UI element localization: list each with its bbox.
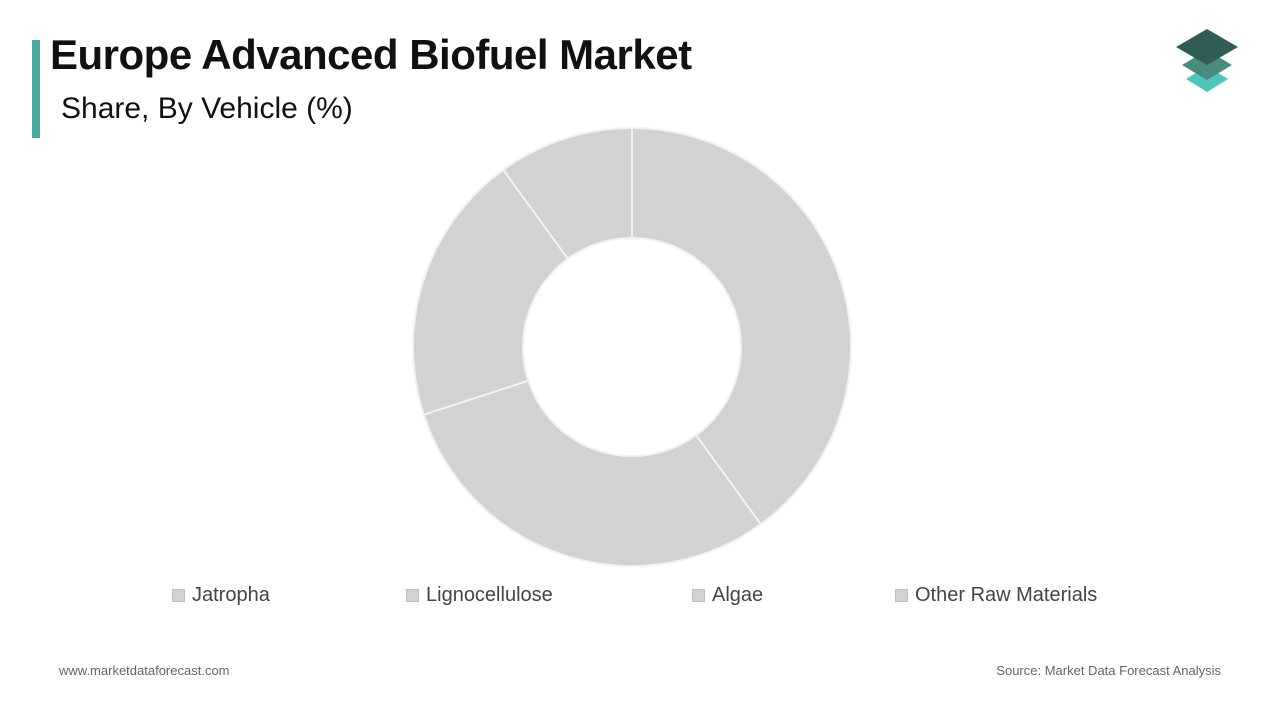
title-accent-bar (32, 40, 40, 138)
legend-swatch (692, 588, 705, 602)
donut-slice-algae (412, 168, 570, 416)
donut-slice-lignocellulose (422, 379, 763, 567)
page-subtitle: Share, By Vehicle (%) (61, 92, 353, 125)
legend-swatch (895, 588, 908, 602)
donut-slices (412, 126, 852, 567)
legend-item: Other Raw Materials (895, 583, 1097, 607)
legend-label: Lignocellulose (426, 583, 553, 606)
legend-item: Algae (692, 583, 763, 607)
source-note: Source: Market Data Forecast Analysis (996, 663, 1221, 678)
website-url: www.marketdataforecast.com (59, 663, 230, 678)
brand-logo-icon (1176, 29, 1238, 92)
logo-layer-top (1176, 29, 1238, 65)
legend-label: Other Raw Materials (915, 583, 1098, 606)
legend-label: Jatropha (192, 583, 270, 606)
donut-slice-jatropha (631, 126, 852, 526)
legend-label: Algae (712, 583, 764, 606)
legend-item: Lignocellulose (406, 583, 553, 607)
page-title: Europe Advanced Biofuel Market (50, 31, 692, 78)
legend-swatch (172, 588, 185, 602)
donut-slice-other-raw-materials (501, 126, 633, 261)
legend-swatch (406, 588, 419, 602)
legend-item: Jatropha (172, 583, 270, 607)
